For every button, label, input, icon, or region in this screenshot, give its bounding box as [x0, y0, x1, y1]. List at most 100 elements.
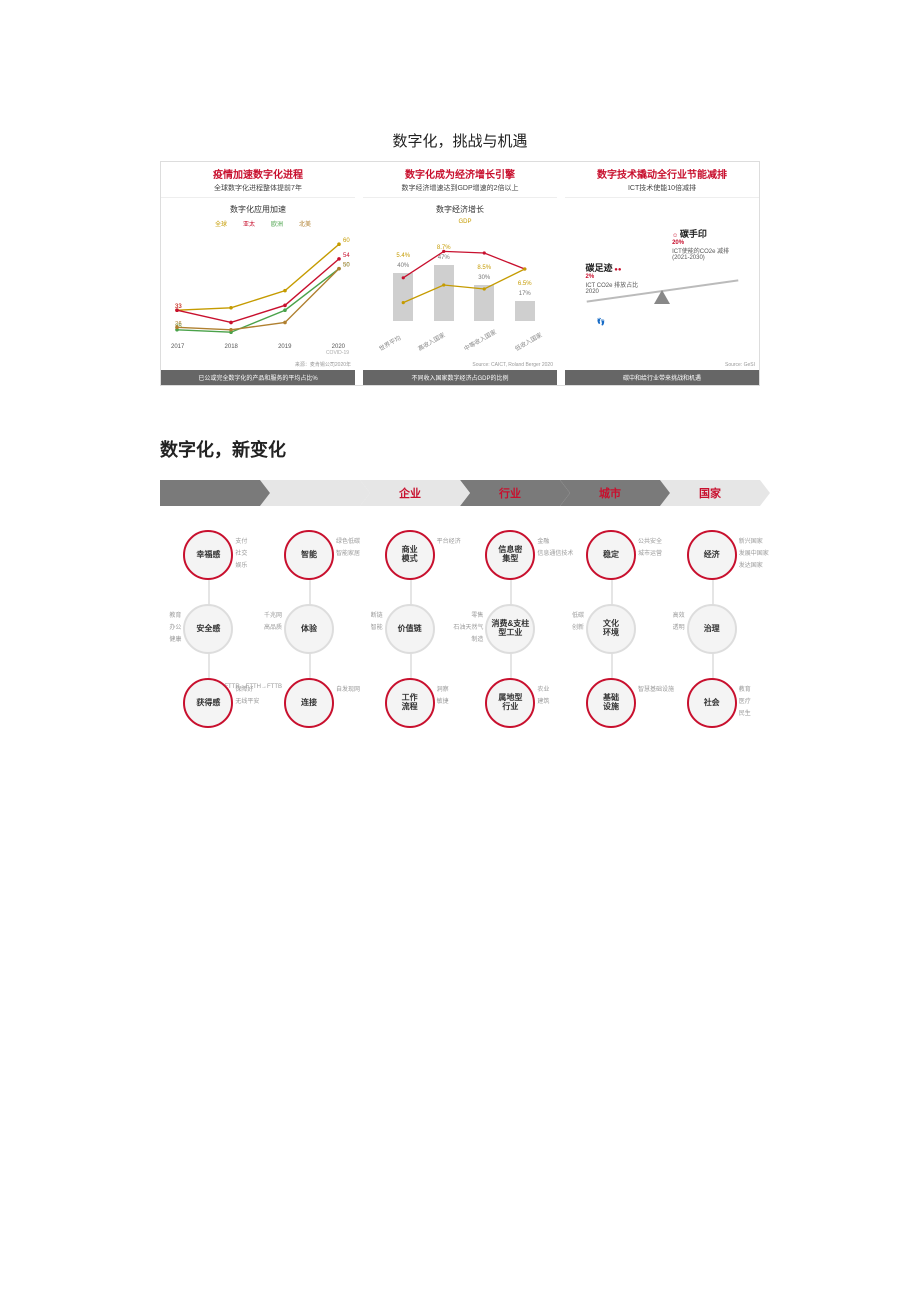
- chevron-row: 企业 行业 城市 国家: [160, 480, 760, 506]
- tag: 洞察: [437, 684, 449, 693]
- tag: 教育: [169, 610, 181, 619]
- node-5-2: 社会: [687, 678, 737, 728]
- tag: 新兴国家: [739, 536, 763, 545]
- tag: 智能: [371, 622, 383, 631]
- tag: 健康: [169, 634, 181, 643]
- column-0: 幸福感支付社交娱乐安全感教育办公健康获得感保障好无线平安: [160, 520, 257, 738]
- seesaw-right: ☺ 碳手印 20% ICT使能的CO2e 减排 (2021-2030): [672, 227, 742, 261]
- panel1-title: 疫情加速数字化进程: [167, 166, 349, 181]
- tag: 社交: [235, 548, 247, 557]
- tag: 千兆网: [264, 610, 282, 619]
- section1-title: 数字化，挑战与机遇: [0, 130, 920, 151]
- column-5: 经济新兴国家发展中国家发达国家治理高效透明社会教育医疗民生: [663, 520, 760, 738]
- three-panel-infographic: 疫情加速数字化进程 全球数字化进程整体提前7年 数字化应用加速 全球 亚太 欧洲…: [160, 161, 760, 386]
- footprint-icon: 👣: [596, 318, 605, 326]
- tag: 绿色低碳: [336, 536, 360, 545]
- node-4-2: 基础 设施: [586, 678, 636, 728]
- node-1-0: 智能: [284, 530, 334, 580]
- panel2-footer: 不同收入国家数字经济占GDP的比例: [363, 370, 557, 385]
- svg-text:26: 26: [175, 321, 182, 327]
- panel-1: 疫情加速数字化进程 全球数字化进程整体提前7年 数字化应用加速 全球 亚太 欧洲…: [161, 162, 355, 385]
- panel-3: 数字技术撬动全行业节能减排 ICT技术使能10倍减排 ☺ 碳手印 20% ICT…: [565, 162, 759, 385]
- panel2-source: Source: CAICT, Roland Berger 2020: [472, 362, 553, 368]
- panel2-bar-chart: 40%5.4%47%8.7%30%8.5%17%6.5%: [369, 229, 551, 339]
- tag: 发展中国家: [739, 548, 769, 557]
- tag: 发达国家: [739, 560, 763, 569]
- panel3-subtitle: ICT技术使能10倍减排: [571, 183, 753, 193]
- tag: 透明: [673, 622, 685, 631]
- tag: 教育: [739, 684, 751, 693]
- panel3-source: Source: GeSI: [725, 362, 755, 368]
- node-columns: 幸福感支付社交娱乐安全感教育办公健康获得感保障好无线平安智能绿色低碳智能家居体验…: [160, 520, 760, 738]
- chevron-3: 行业: [460, 480, 560, 506]
- chevron-2: 企业: [360, 480, 460, 506]
- node-3-0: 信息密 集型: [485, 530, 535, 580]
- panel1-chart-title: 数字化应用加速: [167, 204, 349, 215]
- node-4-0: 稳定: [586, 530, 636, 580]
- node-3-1: 消费&支柱 型工业: [485, 604, 535, 654]
- svg-text:54: 54: [343, 253, 350, 259]
- node-4-1: 文化 环境: [586, 604, 636, 654]
- tag: 零售: [471, 610, 483, 619]
- panel1-xnote: COVID-19: [167, 350, 349, 356]
- tag: 高效: [673, 610, 685, 619]
- tag: 民生: [739, 708, 751, 717]
- tag: 智能家居: [336, 548, 360, 557]
- panel-2: 数字化成为经济增长引擎 数字经济增速达到GDP增速的2倍以上 数字经济增长 GD…: [363, 162, 557, 385]
- svg-text:60: 60: [343, 238, 350, 244]
- tag: 城市运营: [638, 548, 662, 557]
- tag: 农业: [537, 684, 549, 693]
- tag: 办公: [169, 622, 181, 631]
- tag: 高品质: [264, 622, 282, 631]
- node-0-0: 幸福感: [183, 530, 233, 580]
- node-0-2: 获得感: [183, 678, 233, 728]
- seesaw-fulcrum-icon: [654, 290, 670, 304]
- svg-text:33: 33: [175, 304, 182, 310]
- tag: 断链: [371, 610, 383, 619]
- column-2: 商业 模式平台经济价值链断链智能工作 流程洞察敏捷: [361, 520, 458, 738]
- tag: 无线平安: [235, 696, 259, 705]
- legend-eu: 欧洲: [261, 219, 283, 228]
- node-2-0: 商业 模式: [385, 530, 435, 580]
- tag: 创新: [572, 622, 584, 631]
- node-5-0: 经济: [687, 530, 737, 580]
- panel1-legend: 全球 亚太 欧洲 北美: [167, 219, 349, 228]
- column-4: 稳定公共安全城市运营文化 环境低碳创新基础 设施智慧基础设施: [563, 520, 660, 738]
- panel1-source: 来源：麦肯锡公司2020年: [295, 361, 351, 368]
- chevron-5: 国家: [660, 480, 760, 506]
- panel2-xaxis: 世界平均 高收入国家 中等收入国家 低收入国家: [369, 345, 551, 354]
- node-2-1: 价值链: [385, 604, 435, 654]
- legend-gdp: GDP: [448, 219, 471, 225]
- node-0-1: 安全感: [183, 604, 233, 654]
- section2-title: 数字化，新变化: [160, 436, 920, 462]
- panel3-title: 数字技术撬动全行业节能减排: [571, 166, 753, 181]
- chevron-1: [260, 480, 360, 506]
- panel1-subtitle: 全球数字化进程整体提前7年: [167, 183, 349, 193]
- tag: 敏捷: [437, 696, 449, 705]
- tag: FTTR→FTTH→FTTB: [224, 684, 282, 690]
- panel1-footer: 已公或完全数字化的产品和服务的平均占比%: [161, 370, 355, 385]
- tag: 娱乐: [235, 560, 247, 569]
- legend-asia: 亚太: [233, 219, 255, 228]
- chevron-0: [160, 480, 260, 506]
- tag: 平台经济: [437, 536, 461, 545]
- node-1-1: 体验: [284, 604, 334, 654]
- tag: 自发现网: [336, 684, 360, 693]
- chevron-4: 城市: [560, 480, 660, 506]
- node-5-1: 治理: [687, 604, 737, 654]
- column-1: 智能绿色低碳智能家居体验千兆网高品质连接自发现网FTTR→FTTH→FTTB: [261, 520, 358, 738]
- tag: 建筑: [537, 696, 549, 705]
- panel2-title: 数字化成为经济增长引擎: [369, 166, 551, 181]
- tag: 公共安全: [638, 536, 662, 545]
- node-1-2: 连接: [284, 678, 334, 728]
- tag: 石油天然气: [453, 622, 483, 631]
- panel2-subtitle: 数字经济增速达到GDP增速的2倍以上: [369, 183, 551, 193]
- legend-global: 全球: [205, 219, 227, 228]
- tag: 金融: [537, 536, 549, 545]
- tag: 支付: [235, 536, 247, 545]
- tag: 医疗: [739, 696, 751, 705]
- seesaw-diagram: ☺ 碳手印 20% ICT使能的CO2e 减排 (2021-2030) 碳足迹 …: [571, 204, 753, 334]
- node-3-2: 属地型 行业: [485, 678, 535, 728]
- node-2-2: 工作 流程: [385, 678, 435, 728]
- seesaw-left: 碳足迹 ●● 2% ICT CO2e 排放占比 2020: [586, 261, 646, 295]
